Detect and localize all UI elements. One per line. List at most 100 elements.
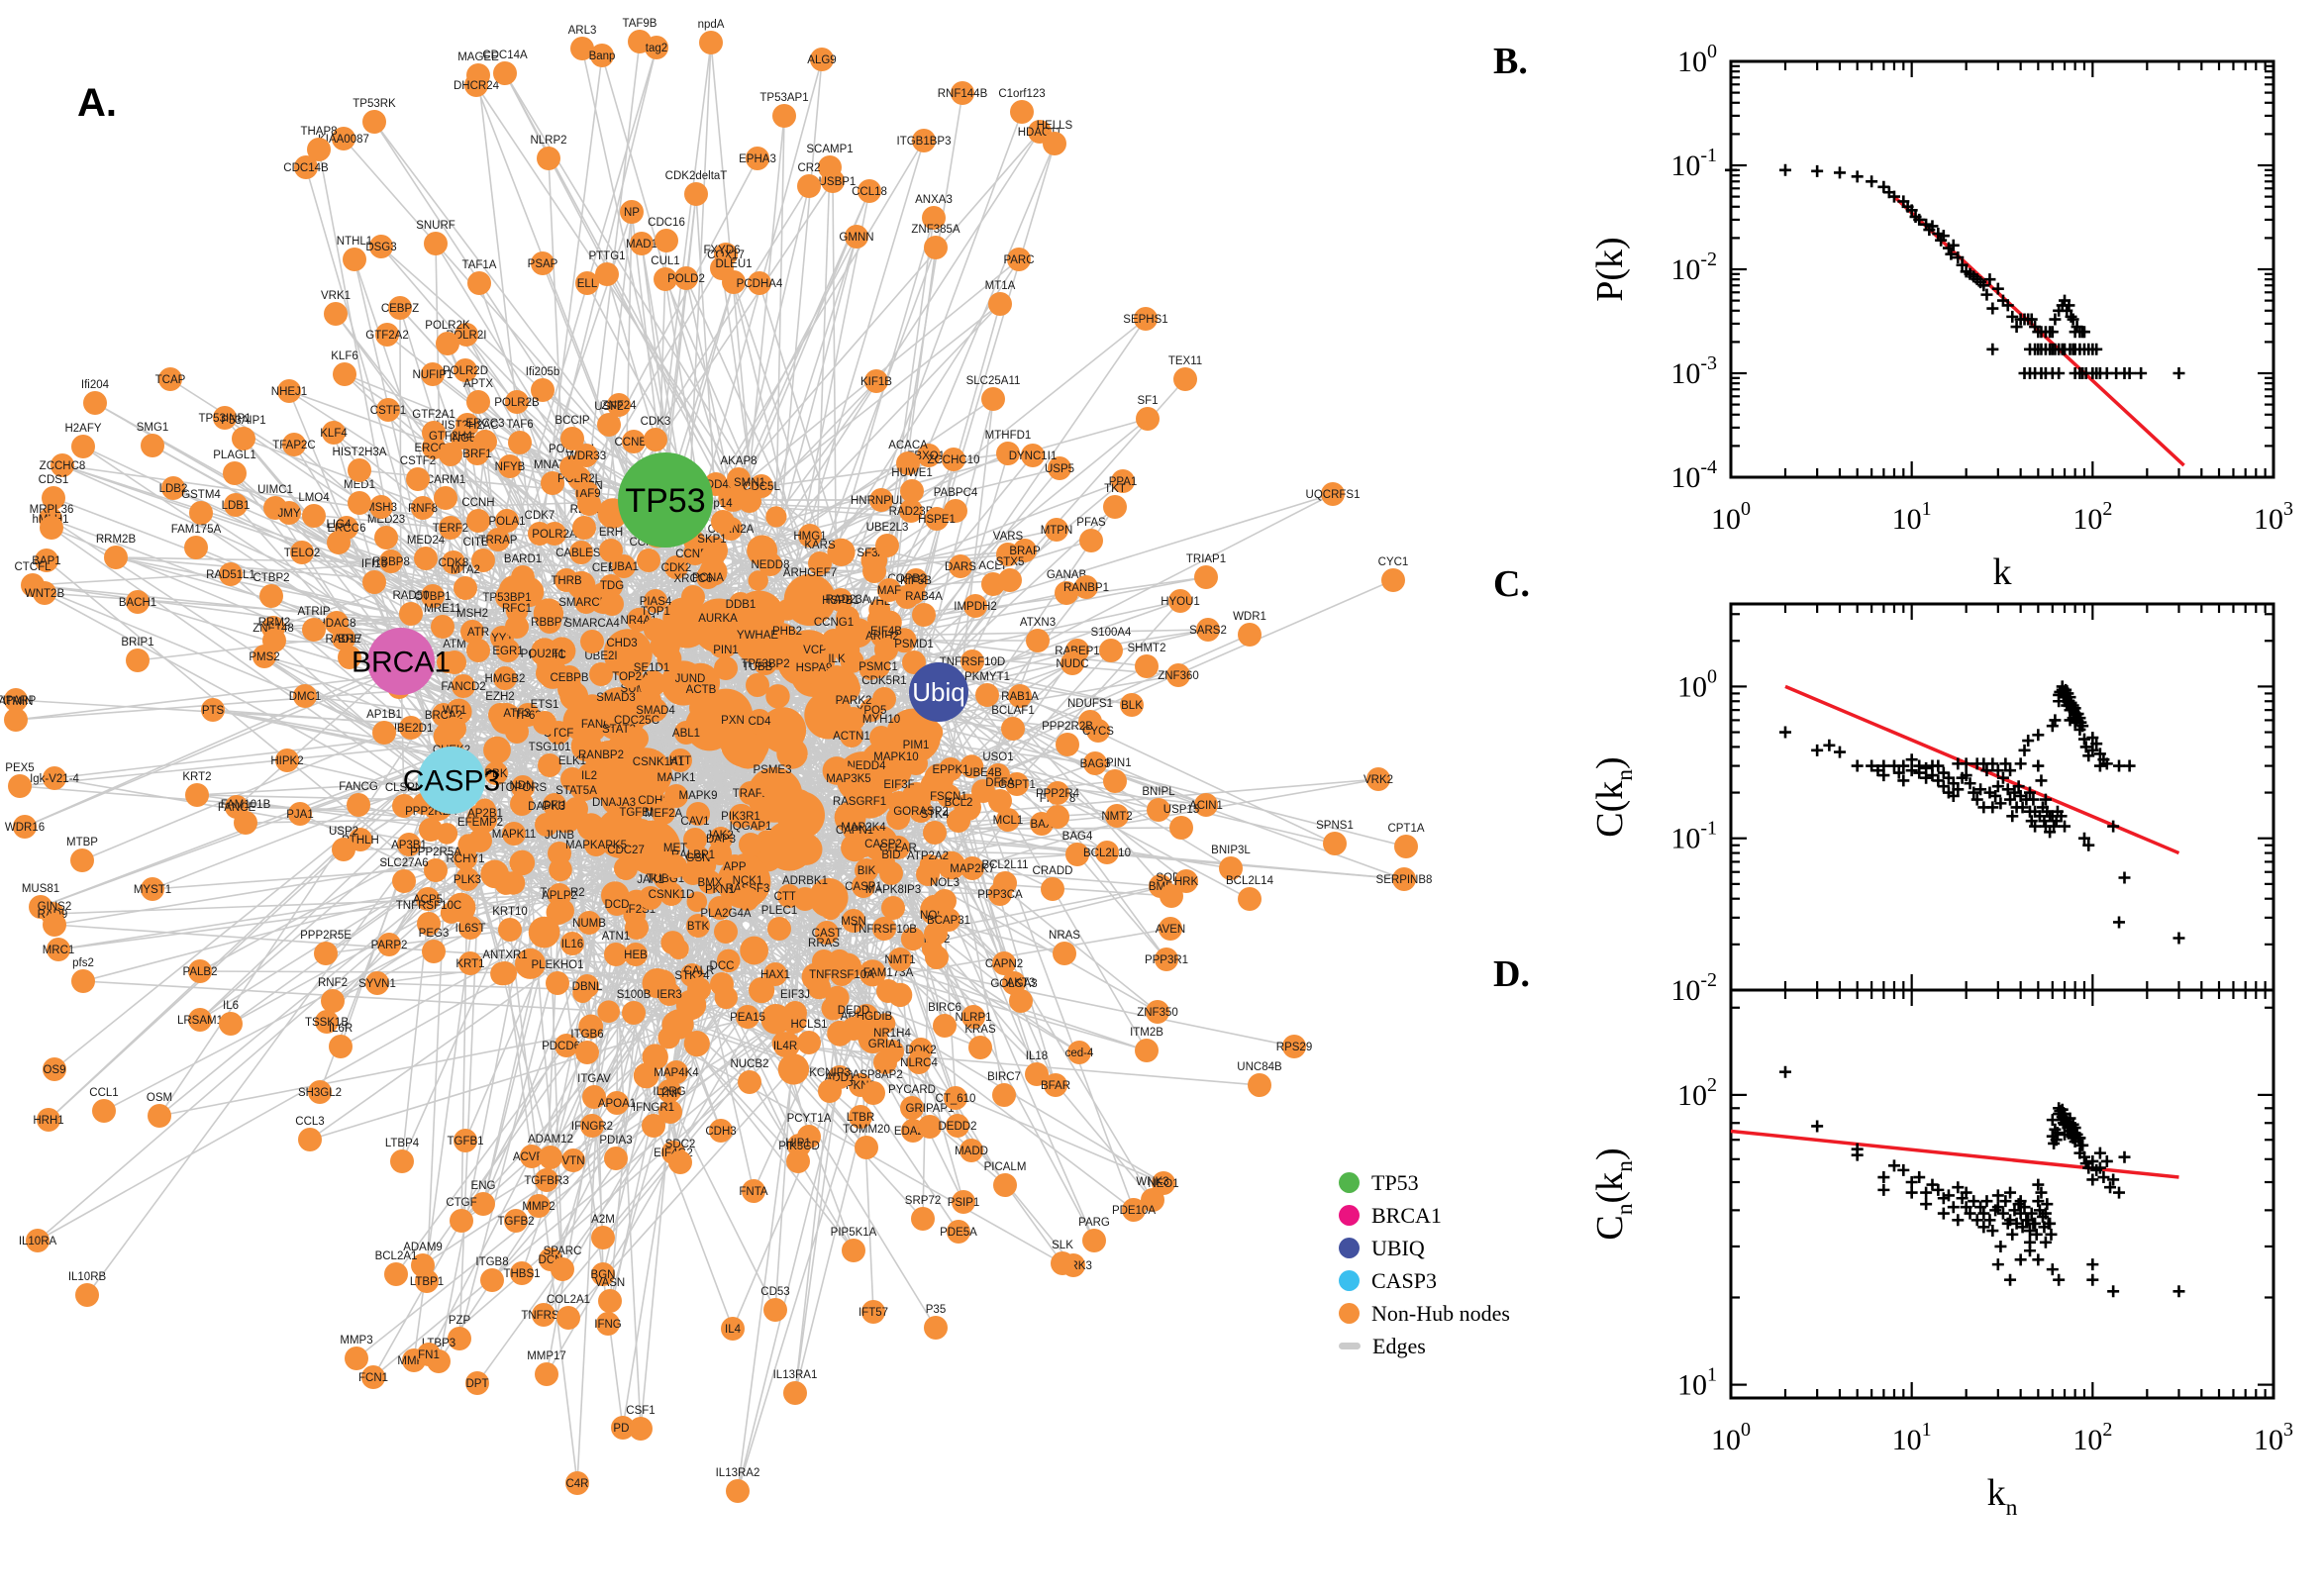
svg-text:IFNGR2: IFNGR2 [571,1121,613,1133]
network-node: SMN1 [734,477,765,513]
svg-text:MAP3K5: MAP3K5 [826,773,870,785]
svg-text:TP53RK: TP53RK [353,98,396,110]
network-node: HCLS1 [790,1019,828,1054]
svg-text:ATN1: ATN1 [602,931,631,943]
network-node: CCNG1 [814,617,854,652]
svg-text:LTBP4: LTBP4 [385,1138,420,1149]
network-node: MMP2 [522,1194,556,1218]
network-node: BRIP1 [121,637,154,672]
network-node: AP1B1 [366,709,402,745]
network-node: GRIPAP1 [906,1103,955,1139]
network-node: ACACA [888,440,928,475]
svg-text:UBE2L3: UBE2L3 [866,522,909,534]
svg-text:WDR16: WDR16 [5,822,45,834]
network-node: GRIA1 [868,1039,902,1074]
legend-item-casp3: CASP3 [1339,1264,1510,1297]
network-node: DBNL [572,974,603,998]
network-node: HIP1 [785,1138,811,1173]
svg-text:STAT5A: STAT5A [556,785,597,797]
svg-text:IL16: IL16 [561,939,583,950]
svg-text:SLC25A11: SLC25A11 [966,375,1021,387]
network-node: PJA1 [286,802,314,826]
svg-text:103: 103 [2254,1419,2293,1456]
svg-text:LIG4: LIG4 [327,519,353,531]
network-node: TUBB [743,661,773,697]
network-node: PPP2R5A [410,847,461,882]
network-node: POLA1 [488,509,526,533]
svg-text:kn: kn [1987,1472,2018,1521]
svg-text:THRB: THRB [551,575,582,587]
network-node: KLF4 [320,421,348,445]
network-node: ATM [443,639,466,674]
network-node: SRP72 [905,1195,941,1231]
network-node: UNC84B [1237,1061,1282,1097]
network-node: RRM2B [96,534,136,569]
svg-text:Ifi205b: Ifi205b [526,366,560,378]
network-node: PEG3 [419,928,449,963]
network-node: RASGRF1 [833,789,886,813]
network-node: UBE2I [584,650,618,686]
svg-text:TNF: TNF [659,1088,681,1100]
network-node: PBK [484,761,508,785]
svg-text:EIF3F: EIF3F [883,779,914,791]
svg-text:KRT10: KRT10 [492,906,528,918]
svg-text:C1orf123: C1orf123 [998,88,1045,100]
svg-text:LTBP1: LTBP1 [410,1276,444,1288]
network-node: IL6R [329,1023,353,1058]
svg-text:FANCG: FANCG [339,781,378,793]
svg-text:FCN1: FCN1 [358,1372,388,1384]
svg-text:MTA2: MTA2 [451,564,480,576]
network-node: SYVN1 [358,971,396,995]
network-node: UBA1 [609,554,639,578]
network-node: MTBP [66,837,98,872]
svg-text:BRIP1: BRIP1 [121,637,153,648]
svg-text:HYOU1: HYOU1 [1161,596,1200,608]
network-node: IQGAP1 [730,821,771,856]
svg-text:PDE10A: PDE10A [1112,1205,1156,1217]
network-node: NCK1 [733,875,762,911]
panel-d-points [1778,1065,2185,1298]
network-node: SARS2 [1189,618,1227,642]
svg-text:CAV1: CAV1 [680,816,709,828]
network-node: LRSAM1 [177,1008,223,1032]
svg-text:MRE11: MRE11 [424,603,461,615]
svg-text:CPT1A: CPT1A [1387,823,1424,835]
panel-c-points [1778,680,2185,945]
network-node: MMP17 [527,1350,566,1386]
svg-text:KARS: KARS [804,540,836,551]
network-node: IFNG [594,1312,622,1336]
network-node: PEA15 [730,1005,765,1029]
network-node: LTBP4 [385,1138,420,1173]
svg-text:NHEJ1: NHEJ1 [271,386,307,398]
svg-text:IL4: IL4 [725,1324,742,1336]
svg-text:ENG: ENG [471,1180,496,1192]
svg-text:JAK2: JAK2 [706,830,734,842]
svg-text:POLR2K: POLR2K [425,320,470,332]
network-node: TGFB1 [447,1129,484,1152]
network-node: VRK2 [1364,767,1393,791]
network-node: EIF3J [780,989,810,1025]
network-node: ATRIP [297,606,331,642]
network-node: PARP2 [371,933,407,956]
svg-text:CHD3: CHD3 [606,638,637,649]
svg-text:ITGAV: ITGAV [577,1073,611,1085]
network-node: RAD51L1 [206,562,255,586]
svg-text:SLC27A6: SLC27A6 [379,857,428,869]
svg-text:POU2F1: POU2F1 [521,648,565,660]
svg-text:IL6R: IL6R [329,1023,353,1035]
svg-text:TOP1: TOP1 [641,606,670,618]
network-node: HTT [668,748,692,772]
network-node: TAF1A [462,259,497,295]
network-node: IL10RA [19,1229,57,1252]
network-node: C4R [565,1471,589,1495]
svg-text:IL13RA2: IL13RA2 [716,1467,760,1479]
svg-text:MAD1: MAD1 [626,239,657,250]
svg-text:PIM1: PIM1 [903,740,930,751]
svg-text:SHMT2: SHMT2 [1128,643,1166,654]
network-node: ILK [825,653,849,689]
svg-text:10-2: 10-2 [1670,249,1717,286]
svg-text:PARC: PARC [1003,254,1034,266]
network-node: FCN1 [358,1365,388,1389]
svg-text:ZCCHC10: ZCCHC10 [927,454,979,466]
network-node: NUDC [1056,651,1089,675]
